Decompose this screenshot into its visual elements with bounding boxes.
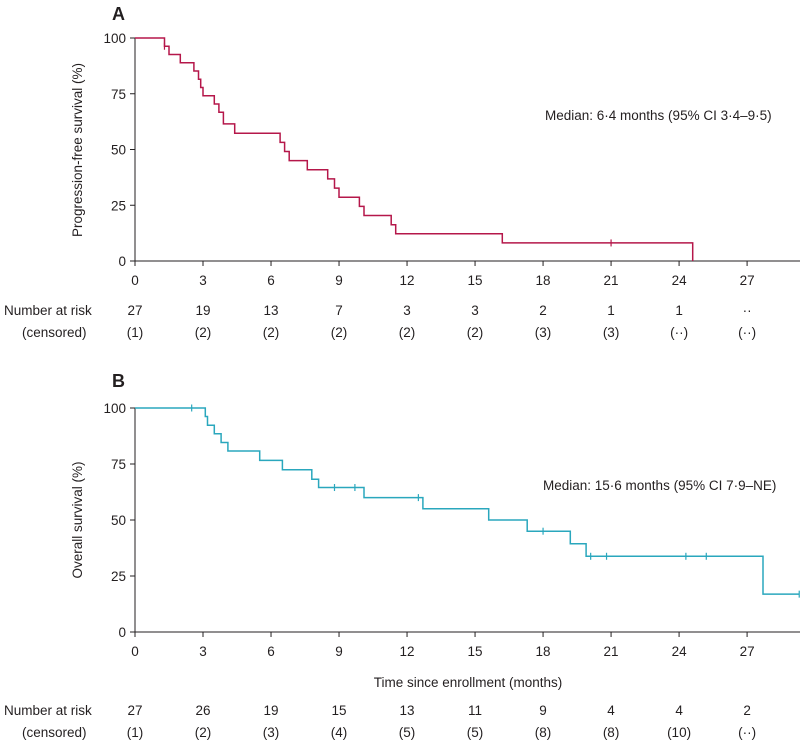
panel-a-risk-at-risk-value: ·· — [743, 303, 752, 318]
panel-a-risk-at-risk-value: 3 — [471, 303, 479, 318]
panel-a-risk-at-risk-value: 27 — [127, 303, 142, 318]
panel-b-risk-at-risk-value: 27 — [127, 703, 142, 718]
panel-a-risk-censored-value: (2) — [331, 325, 348, 340]
panel-a-axes: 0 25 50 75 100 0 3 6 9 12 15 18 21 24 27 — [103, 31, 800, 288]
panel-b-risk-at-risk-value: 2 — [743, 703, 751, 718]
panel-b-x-axis-title: Time since enrollment (months) — [374, 675, 563, 690]
panel-b-risk-at-risk-value: 4 — [675, 703, 683, 718]
panel-a-risk-censored-value: (3) — [603, 325, 620, 340]
panel-a-risk-censored-value: (2) — [263, 325, 280, 340]
panel-a-risk-censored-value: (··) — [670, 325, 688, 340]
panel-b-x-tick-label: 0 — [131, 644, 139, 659]
panel-b-y-tick-label: 0 — [118, 625, 126, 640]
panel-a-letter: A — [112, 4, 125, 24]
panel-b-risk-censored-value: (4) — [331, 725, 348, 740]
panel-b-letter: B — [112, 371, 125, 391]
panel-a-y-tick-label: 100 — [103, 31, 126, 46]
panel-a-risk-censored-value: (3) — [535, 325, 552, 340]
panel-a-y-tick-label: 50 — [111, 143, 126, 158]
panel-b-risk-at-risk-value: 19 — [264, 703, 279, 718]
panel-b-risk-subtitle: (censored) — [22, 725, 87, 740]
panel-b-risk-at-risk-value: 13 — [400, 703, 415, 718]
panel-a-risk-at-risk-value: 7 — [335, 303, 343, 318]
panel-a-survival-curve — [135, 37, 694, 261]
panel-b-x-tick-label: 3 — [199, 644, 207, 659]
panel-b-risk-at-risk-value: 9 — [539, 703, 547, 718]
panel-b-x-tick-label: 9 — [335, 644, 343, 659]
panel-a-risk-censored-value: (··) — [738, 325, 756, 340]
panel-a-risk-censored-value: (1) — [127, 325, 144, 340]
panel-a-median-annotation: Median: 6·4 months (95% CI 3·4–9·5) — [545, 108, 772, 123]
panel-b-risk-censored-value: (10) — [667, 725, 691, 740]
panel-a-x-tick-label: 3 — [199, 273, 207, 288]
panel-a-x-tick-label: 27 — [740, 273, 755, 288]
panel-a-y-tick-label: 0 — [118, 254, 126, 269]
panel-a-y-axis-title: Progression-free survival (%) — [70, 63, 85, 237]
panel-a-x-tick-label: 12 — [400, 273, 415, 288]
panel-b-x-tick-label: 18 — [536, 644, 551, 659]
panel-a-y-tick-label: 75 — [111, 87, 126, 102]
panel-a-x-tick-label: 0 — [131, 273, 139, 288]
panel-b-risk-censored-value: (5) — [467, 725, 484, 740]
panel-a-x-tick-label: 24 — [672, 273, 688, 288]
panel-a-risk-censored-value: (2) — [399, 325, 416, 340]
panel-b-x-tick-label: 6 — [267, 644, 275, 659]
panel-b-y-tick-label: 100 — [103, 401, 126, 416]
panel-a-y-tick-label: 25 — [111, 198, 126, 213]
panel-b-survival-curve — [135, 407, 800, 595]
panel-b-x-tick-label: 12 — [400, 644, 415, 659]
panel-a-risk-subtitle: (censored) — [22, 325, 87, 340]
panel-a-x-tick-label: 21 — [604, 273, 619, 288]
panel-b-risk-at-risk-value: 15 — [332, 703, 347, 718]
panel-a-curve-group — [135, 37, 694, 261]
panel-b-risk-at-risk-value: 4 — [607, 703, 615, 718]
panel-a-pfs: A Progression-free survival (%) Median: … — [4, 4, 800, 340]
panel-b-risk-censored-value: (··) — [738, 725, 756, 740]
panel-a-risk-title: Number at risk — [4, 303, 92, 318]
panel-b-x-tick-label: 24 — [672, 644, 688, 659]
panel-b-x-tick-label: 21 — [604, 644, 619, 659]
panel-b-y-axis-title: Overall survival (%) — [70, 461, 85, 578]
panel-a-risk-at-risk-value: 2 — [539, 303, 547, 318]
panel-b-axes: 0 25 50 75 100 0 3 6 9 12 15 18 21 24 27 — [103, 401, 800, 659]
panel-b-risk-title: Number at risk — [4, 703, 92, 718]
panel-b-risk-censored-value: (1) — [127, 725, 144, 740]
panel-a-risk-at-risk-value: 1 — [607, 303, 615, 318]
panel-b-risk-censored-value: (8) — [603, 725, 620, 740]
panel-b-x-tick-label: 27 — [740, 644, 755, 659]
panel-a-x-tick-label: 6 — [267, 273, 275, 288]
panel-b-risk-censored-value: (2) — [195, 725, 212, 740]
panel-b-risk-censored-value: (8) — [535, 725, 552, 740]
panel-a-x-tick-label: 15 — [468, 273, 483, 288]
panel-a-risk-at-risk-value: 19 — [195, 303, 210, 318]
panel-b-os: B Overall survival (%) Median: 15·6 mont… — [4, 371, 800, 740]
panel-b-curve-group — [135, 404, 800, 598]
panel-a-risk-table: Number at risk (censored) 27(1)19(2)13(2… — [4, 303, 756, 340]
panel-b-y-tick-label: 25 — [111, 569, 126, 584]
panel-b-x-tick-label: 15 — [468, 644, 483, 659]
panel-b-risk-censored-value: (3) — [263, 725, 280, 740]
panel-a-x-tick-label: 9 — [335, 273, 343, 288]
panel-a-risk-censored-value: (2) — [195, 325, 212, 340]
panel-b-risk-at-risk-value: 11 — [468, 703, 482, 718]
panel-a-risk-censored-value: (2) — [467, 325, 484, 340]
panel-b-y-tick-label: 50 — [111, 513, 126, 528]
panel-b-median-annotation: Median: 15·6 months (95% CI 7·9–NE) — [543, 478, 776, 493]
panel-a-risk-at-risk-value: 1 — [675, 303, 683, 318]
panel-b-risk-table: Number at risk (censored) 27 (1) 26 (2) 19 (3… — [4, 703, 756, 740]
panel-b-y-tick-label: 75 — [111, 457, 126, 472]
panel-b-risk-at-risk-value: 26 — [195, 703, 210, 718]
panel-a-x-tick-label: 18 — [536, 273, 551, 288]
panel-a-risk-at-risk-value: 13 — [264, 303, 279, 318]
panel-a-risk-at-risk-value: 3 — [403, 303, 411, 318]
panel-b-risk-censored-value: (5) — [399, 725, 416, 740]
